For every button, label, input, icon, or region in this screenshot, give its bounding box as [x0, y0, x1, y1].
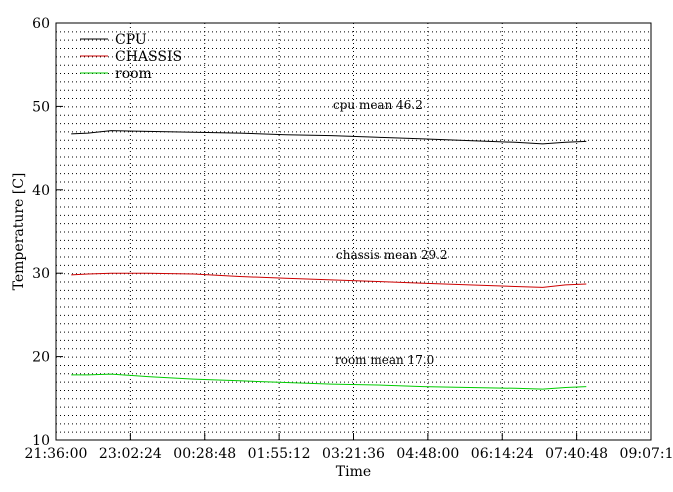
legend-label-room: room [115, 66, 152, 82]
x-tick-label: 21:36:00 [25, 446, 88, 462]
x-tick-label: 07:40:48 [545, 446, 608, 462]
y-tick-label: 40 [32, 183, 50, 199]
axis-ticks: 10 20 30 40 50 60 21:36:00 23:02:24 00:28:48 01:5… [25, 16, 673, 462]
x-tick-label: 03:21:36 [322, 446, 385, 462]
legend-label-cpu: CPU [115, 32, 147, 48]
mean-annotations: cpu mean 46.2 chassis mean 29.2 room mean … [333, 98, 448, 367]
series-line-cpu [71, 130, 587, 145]
x-tick-label: 00:28:48 [173, 446, 236, 462]
annotation-cpu-mean: cpu mean 46.2 [333, 98, 423, 112]
x-axis-label: Time [336, 464, 371, 480]
x-tick-label: 23:02:24 [99, 446, 162, 462]
y-axis-label: Temperature [C] [11, 173, 27, 291]
y-tick-label: 50 [32, 99, 50, 115]
series-line-chassis [71, 272, 587, 288]
legend-label-chassis: CHASSIS [115, 49, 182, 65]
grid [56, 23, 652, 440]
y-tick-label: 30 [32, 266, 50, 282]
y-tick-label: 20 [32, 350, 50, 366]
x-tick-label: 09:07:12 [620, 446, 673, 462]
annotation-room-mean: room mean 17.0 [335, 353, 434, 367]
series-line-room [71, 373, 587, 390]
x-tick-label: 01:55:12 [248, 446, 311, 462]
x-tick-label: 06:14:24 [471, 446, 534, 462]
y-tick-label: 10 [32, 433, 50, 449]
y-tick-label: 60 [32, 16, 50, 32]
series-lines [71, 130, 587, 390]
annotation-chassis-mean: chassis mean 29.2 [336, 248, 448, 262]
x-tick-label: 04:48:00 [396, 446, 459, 462]
